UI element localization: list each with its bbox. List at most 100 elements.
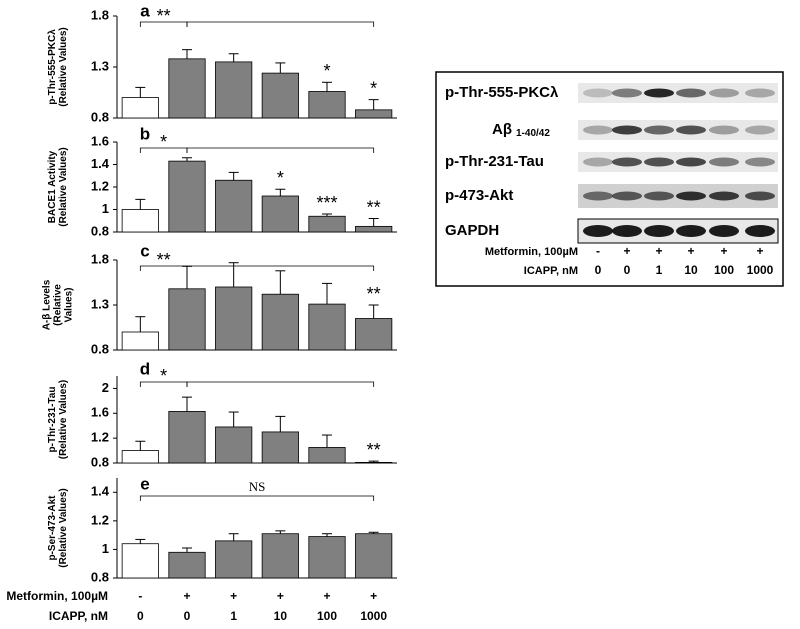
y-axis-label: (Relative Values) xyxy=(58,488,69,567)
condition-value: 1 xyxy=(230,609,237,623)
blot-condition-label: ICAPP, nM xyxy=(524,265,578,277)
blot-band xyxy=(644,225,674,237)
bar xyxy=(355,318,393,351)
bar xyxy=(261,431,299,464)
bar xyxy=(308,447,346,464)
y-tick-label: 1.8 xyxy=(91,7,109,22)
blot-condition-value: + xyxy=(623,244,630,258)
blot-band xyxy=(612,225,642,237)
y-tick-label: 1.2 xyxy=(91,512,109,527)
error-bar xyxy=(322,434,332,448)
error-bar xyxy=(322,533,332,537)
blot-condition-value: + xyxy=(655,244,662,258)
bar xyxy=(261,72,299,119)
bar xyxy=(308,215,346,233)
error-bar xyxy=(228,171,239,181)
blot-band xyxy=(583,125,613,135)
bracket-label: * xyxy=(160,132,167,152)
significance-label: * xyxy=(323,61,330,81)
blot-condition-value: 1000 xyxy=(747,263,774,277)
bracket-label: ** xyxy=(157,6,171,26)
blot-band xyxy=(644,125,674,135)
y-axis-label: (Relative xyxy=(53,284,64,326)
blot-condition-value: 0 xyxy=(624,263,631,277)
blot-condition-label: Metformin, 100µM xyxy=(485,246,578,258)
error-bar xyxy=(322,213,332,217)
error-bar xyxy=(275,415,286,432)
condition-value: 100 xyxy=(317,609,337,623)
blot-condition-value: + xyxy=(720,244,727,258)
significance-label: *** xyxy=(316,193,337,213)
blot-band xyxy=(612,88,642,98)
condition-value: + xyxy=(370,589,377,603)
bracket xyxy=(186,381,375,387)
error-bar xyxy=(368,218,379,227)
blot-band xyxy=(612,125,642,135)
error-bar xyxy=(322,81,332,92)
blot-row-label: p-Thr-231-Tau xyxy=(445,153,544,170)
blot-band xyxy=(583,225,613,237)
y-tick-label: 1.2 xyxy=(91,430,109,445)
error-bar xyxy=(228,53,239,62)
blot-band xyxy=(709,157,739,167)
blot-band xyxy=(644,157,674,167)
bracket xyxy=(139,495,375,501)
blot-band xyxy=(676,88,706,98)
blot-band xyxy=(583,157,613,167)
blot-band xyxy=(676,125,706,135)
bar xyxy=(215,61,253,119)
y-tick-label: 1 xyxy=(102,201,109,216)
error-bar xyxy=(275,530,286,534)
error-bar xyxy=(182,396,192,412)
blot-condition-value: 1 xyxy=(656,263,663,277)
condition-value: + xyxy=(230,589,237,603)
bar xyxy=(215,426,253,464)
error-bar xyxy=(322,282,332,305)
error-bar xyxy=(135,198,146,210)
blot-condition-value: 0 xyxy=(595,263,602,277)
y-tick-label: 1.3 xyxy=(91,296,109,311)
blot-band xyxy=(745,191,775,201)
error-bar xyxy=(135,86,146,98)
condition-value: - xyxy=(138,589,142,603)
blot-band xyxy=(676,191,706,201)
blot-band xyxy=(676,225,706,237)
error-bar xyxy=(275,188,286,196)
blot-row-sub: 1-40/42 xyxy=(516,128,550,139)
bracket xyxy=(186,265,375,271)
bar xyxy=(168,58,206,119)
y-axis-label: (Relative Values) xyxy=(58,27,69,106)
bar xyxy=(355,225,393,233)
bar xyxy=(121,331,159,351)
bar xyxy=(121,97,159,119)
y-tick-label: 1.6 xyxy=(91,133,109,148)
y-tick-label: 0.8 xyxy=(91,569,109,584)
bar xyxy=(121,450,159,464)
panel-letter: e xyxy=(140,474,149,493)
bracket xyxy=(186,147,375,153)
panel-letter: a xyxy=(140,1,150,20)
condition-value: 10 xyxy=(274,609,288,623)
blot-condition-value: + xyxy=(687,244,694,258)
bracket-label: NS xyxy=(249,479,266,494)
blot-condition-value: 100 xyxy=(714,263,734,277)
y-axis-label: (Relative Values) xyxy=(58,147,69,226)
y-axis-label: p-Thr-231-Tau xyxy=(47,387,58,453)
blot-condition-value: - xyxy=(596,244,600,258)
blot-band xyxy=(644,88,674,98)
error-bar xyxy=(135,316,146,332)
bracket-label: * xyxy=(160,366,167,386)
blot-band xyxy=(612,157,642,167)
panel-letter: b xyxy=(140,124,150,143)
error-bar xyxy=(228,533,239,541)
error-bar xyxy=(228,411,239,427)
y-tick-label: 1.2 xyxy=(91,178,109,193)
blot-band xyxy=(644,191,674,201)
blot-band xyxy=(709,225,739,237)
bar xyxy=(215,540,253,579)
blot-row-main: p-Thr-555-PKCλ xyxy=(445,84,559,101)
condition-label: ICAPP, nM xyxy=(49,609,108,623)
blot-band xyxy=(583,88,613,98)
y-axis-label: BACE1 Activity xyxy=(47,150,58,223)
